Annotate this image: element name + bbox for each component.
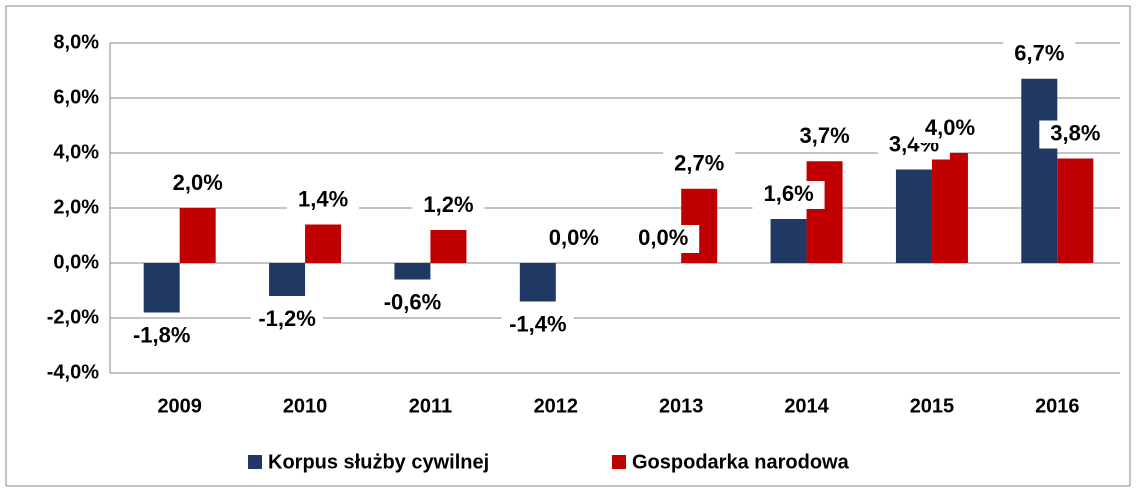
legend-label: Korpus służby cywilnej xyxy=(268,451,489,473)
label-bg xyxy=(376,289,449,318)
x-tick-label: 2014 xyxy=(784,395,829,417)
y-tick-label: 0,0% xyxy=(53,251,99,273)
data-label: 1,4% xyxy=(298,186,348,211)
y-tick-label: 6,0% xyxy=(53,86,99,108)
label-bg xyxy=(412,192,485,220)
label-bg xyxy=(663,150,736,179)
bar xyxy=(931,153,968,263)
label-bg xyxy=(161,170,234,198)
label-bg xyxy=(501,311,574,340)
legend-label: Gospodarka narodowa xyxy=(632,451,850,473)
data-label: 4,0% xyxy=(925,115,975,140)
data-label: 6,7% xyxy=(1014,41,1064,66)
data-label: 2,0% xyxy=(173,170,223,195)
label-bg xyxy=(752,181,825,209)
bar xyxy=(179,208,216,263)
legend-swatch xyxy=(612,455,626,469)
data-label: 1,2% xyxy=(423,192,473,217)
data-label: -0,6% xyxy=(384,289,441,314)
x-tick-label: 2013 xyxy=(659,395,704,417)
x-tick-label: 2012 xyxy=(534,395,579,417)
legend-swatch xyxy=(248,455,262,469)
data-label: 0,0% xyxy=(549,225,599,250)
bar xyxy=(1021,78,1058,263)
data-label: -1,2% xyxy=(258,306,315,331)
bar xyxy=(806,161,843,263)
label-bg xyxy=(1003,40,1076,69)
label-bg xyxy=(537,225,610,253)
label-bg xyxy=(125,322,198,351)
bar xyxy=(895,169,932,263)
y-tick-label: 2,0% xyxy=(53,196,99,218)
bar xyxy=(394,263,431,280)
x-tick-label: 2011 xyxy=(409,395,452,417)
label-bg xyxy=(627,225,700,253)
bar xyxy=(430,230,467,263)
bar xyxy=(305,224,342,263)
label-bg xyxy=(251,306,324,334)
label-bg xyxy=(913,115,986,143)
data-label: 3,8% xyxy=(1050,120,1100,145)
label-bg xyxy=(788,123,861,152)
x-tick-label: 2015 xyxy=(910,395,955,417)
y-tick-label: -4,0% xyxy=(47,361,99,383)
bar xyxy=(519,263,556,302)
bar xyxy=(143,263,180,313)
data-label: -1,8% xyxy=(133,322,190,347)
data-label: 3,7% xyxy=(799,123,849,148)
bar xyxy=(1057,158,1094,263)
bar xyxy=(770,219,807,263)
label-bg xyxy=(1039,120,1112,149)
x-tick-label: 2016 xyxy=(1035,395,1080,417)
y-tick-label: 8,0% xyxy=(53,31,99,53)
data-label: 2,7% xyxy=(674,151,724,176)
x-tick-label: 2009 xyxy=(157,395,202,417)
bar xyxy=(269,263,306,296)
x-tick-label: 2010 xyxy=(283,395,328,417)
data-label: 0,0% xyxy=(638,225,688,250)
data-label: 1,6% xyxy=(763,181,813,206)
y-tick-label: -2,0% xyxy=(47,306,99,328)
label-bg xyxy=(287,186,360,215)
y-tick-label: 4,0% xyxy=(53,141,99,163)
data-label: -1,4% xyxy=(509,311,566,336)
